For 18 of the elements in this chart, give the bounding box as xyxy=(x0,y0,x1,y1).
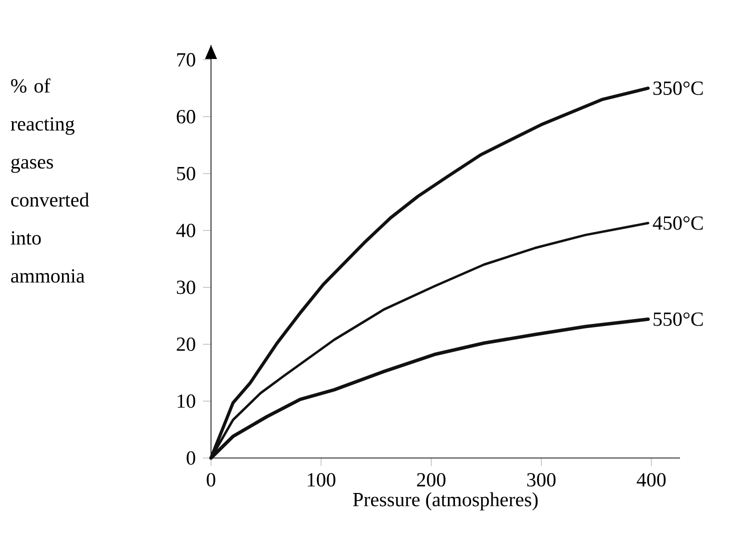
y-tick-label: 20 xyxy=(176,337,196,351)
x-tick-label: 400 xyxy=(636,473,666,487)
y-tick-label: 50 xyxy=(177,166,196,180)
x-tick-label: 200 xyxy=(417,473,446,487)
x-axis-title: Pressure (atmospheres) xyxy=(353,492,538,510)
y-tick-label: 30 xyxy=(176,280,196,294)
x-tick-label: 100 xyxy=(308,473,336,487)
series-label: 450°C xyxy=(652,216,703,230)
x-tick-label: 0 xyxy=(206,473,216,487)
y-tick-label: 70 xyxy=(177,53,196,67)
y-tick-label: 10 xyxy=(178,394,196,408)
y-tick-label: 40 xyxy=(176,224,196,238)
x-tick-label: 300 xyxy=(527,473,556,487)
series-label: 550°C xyxy=(654,312,703,326)
series-label: 350°C xyxy=(653,81,703,95)
y-tick-label: 0 xyxy=(186,451,196,465)
text: % of reacting gases converted into ammonia xyxy=(10,78,90,283)
y-tick-label: 60 xyxy=(176,110,196,124)
